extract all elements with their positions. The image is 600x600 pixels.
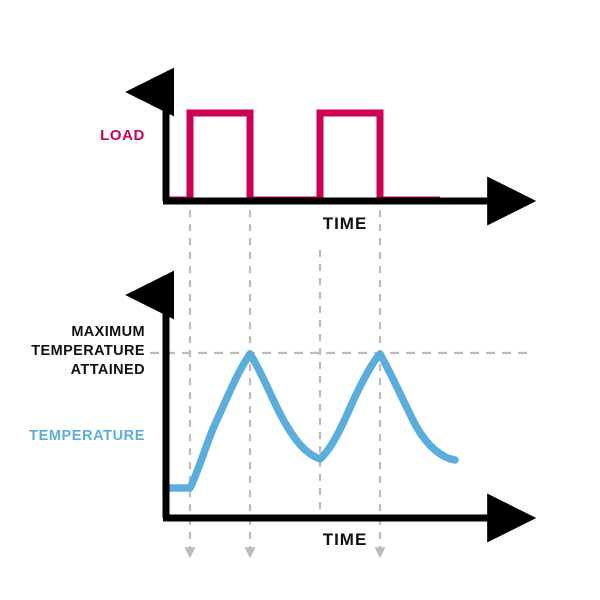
guide-lines-group [150,210,528,559]
labels-group: LOAD TIME MAXIMUM TEMPERATURE ATTAINED T… [29,127,368,549]
max-temperature-label-line3: ATTAINED [71,362,145,378]
max-temperature-label-line1: MAXIMUM [71,324,145,340]
temperature-axis-label: TEMPERATURE [29,428,145,444]
time-axis-label-bottom: TIME [323,530,368,549]
time-axis-label-top: TIME [323,214,368,233]
temperature-curve [162,350,459,492]
temperature-panel [125,270,537,543]
load-panel [125,67,537,226]
load-waveform [166,109,440,204]
max-temperature-label-line2: TEMPERATURE [31,343,145,359]
load-axis-label: LOAD [100,127,145,144]
